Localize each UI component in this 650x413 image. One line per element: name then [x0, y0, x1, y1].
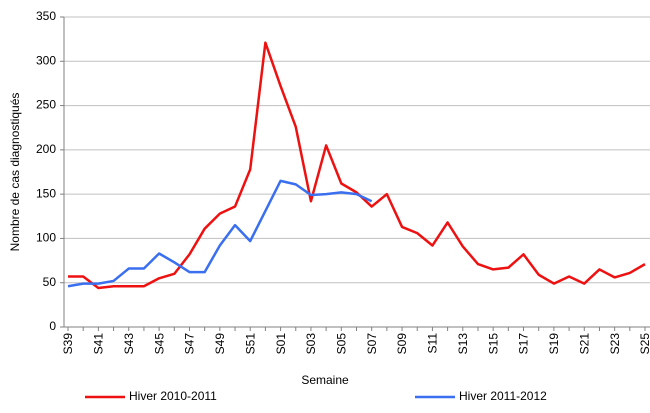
x-tick-label: S01	[274, 333, 288, 355]
x-tick-label: S05	[334, 333, 348, 355]
y-tick-label: 250	[36, 98, 56, 112]
y-tick-label: 350	[36, 9, 56, 23]
legend-label: Hiver 2010-2011	[129, 389, 217, 403]
y-tick-label: 300	[36, 53, 56, 67]
x-tick-label: S13	[456, 333, 470, 355]
y-tick-label: 100	[36, 231, 56, 245]
legend-label: Hiver 2011-2012	[459, 389, 547, 403]
y-tick-label: 150	[36, 186, 56, 200]
y-tick-label: 50	[43, 275, 57, 289]
x-tick-label: S49	[213, 333, 227, 355]
x-tick-label: S09	[395, 333, 409, 355]
x-tick-label: S19	[547, 333, 561, 355]
x-tick-label: S15	[486, 333, 500, 355]
x-tick-label: S25	[638, 333, 650, 355]
x-tick-label: S41	[92, 333, 106, 355]
x-tick-label: S07	[365, 333, 379, 355]
y-axis-label: Nombre de cas diagnostiqués	[8, 93, 22, 252]
x-tick-label: S03	[304, 333, 318, 355]
x-tick-label: S47	[183, 333, 197, 355]
x-tick-label: S23	[608, 333, 622, 355]
y-tick-label: 0	[49, 319, 56, 333]
x-axis-label: Semaine	[301, 373, 349, 387]
y-tick-label: 200	[36, 142, 56, 156]
x-tick-label: S11	[426, 333, 440, 354]
series-line	[68, 41, 646, 290]
x-tick-label: S45	[152, 333, 166, 355]
x-tick-label: S43	[122, 333, 136, 355]
x-tick-label: S39	[61, 333, 75, 355]
x-tick-label: S17	[517, 333, 531, 355]
series-line	[67, 179, 373, 288]
x-tick-label: S21	[577, 333, 591, 355]
x-tick-label: S51	[243, 333, 257, 355]
